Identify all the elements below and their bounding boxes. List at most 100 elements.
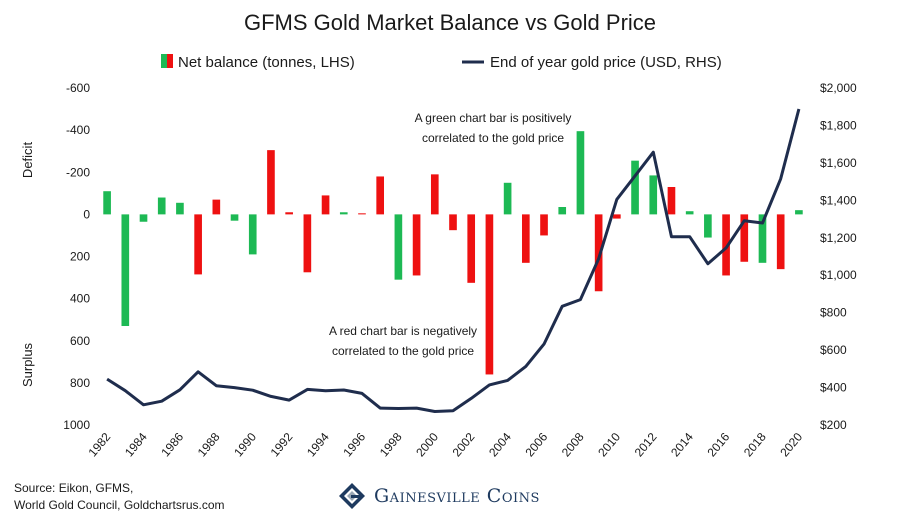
source-line-1: Source: Eikon, GFMS, xyxy=(14,481,134,495)
x-tick-label: 2004 xyxy=(486,430,514,460)
x-tick-label: 1994 xyxy=(304,430,332,460)
bar-2001 xyxy=(449,214,457,231)
right-tick-label: $2,000 xyxy=(820,81,857,95)
bar-2015 xyxy=(704,214,712,238)
x-tick-label: 1990 xyxy=(231,430,259,460)
right-tick-label: $600 xyxy=(820,343,847,357)
x-tick-label: 2002 xyxy=(450,430,478,460)
x-tick-label: 1986 xyxy=(158,430,186,460)
bar-2002 xyxy=(467,214,476,283)
bar-2005 xyxy=(521,214,530,263)
right-tick-label: $1,400 xyxy=(820,193,857,207)
bar-1999 xyxy=(412,214,421,276)
source-note: Source: Eikon, GFMS, World Gold Council,… xyxy=(14,480,225,514)
legend-bar-swatch-red xyxy=(167,54,173,68)
x-tick-label: 2014 xyxy=(668,430,696,460)
x-tick-label: 1996 xyxy=(340,430,368,460)
left-tick-label: 600 xyxy=(70,334,90,348)
bar-2000 xyxy=(430,174,439,215)
left-tick-label: 0 xyxy=(83,207,90,221)
bar-2014 xyxy=(685,211,694,215)
legend-bar-swatch-green xyxy=(161,54,167,68)
bar-1996 xyxy=(358,213,366,215)
bar-1986 xyxy=(176,202,184,215)
right-tick-label: $800 xyxy=(820,306,847,320)
x-tick-label: 1992 xyxy=(268,430,296,460)
x-tick-label: 1998 xyxy=(377,430,405,460)
bar-1982 xyxy=(103,191,111,215)
bar-2019 xyxy=(776,214,785,270)
gold-price-line xyxy=(106,108,801,413)
legend-line-label: End of year gold price (USD, RHS) xyxy=(490,54,722,71)
bar-1997 xyxy=(376,176,385,215)
left-tick-label: -200 xyxy=(66,165,90,179)
bar-1985 xyxy=(157,197,166,215)
legend-bar-label: Net balance (tonnes, LHS) xyxy=(178,54,355,71)
bar-1991 xyxy=(267,150,275,215)
left-tick-label: -600 xyxy=(66,81,90,95)
x-tick-label: 2008 xyxy=(559,430,587,460)
bar-1995 xyxy=(339,212,348,215)
right-tick-label: $1,000 xyxy=(820,268,857,282)
annotation-red-line2: correlated to the gold price xyxy=(332,344,474,358)
logo-text: Gainesville Coins xyxy=(374,485,540,507)
x-tick-label: 1988 xyxy=(195,430,223,460)
bar-2004 xyxy=(503,182,512,215)
right-tick-label: $1,800 xyxy=(820,118,857,132)
annotation-green-line2: correlated to the gold price xyxy=(422,131,564,145)
bar-1989 xyxy=(230,214,239,221)
annotation-red-line1: A red chart bar is negatively xyxy=(329,324,477,338)
x-tick-label: 2000 xyxy=(413,430,441,460)
chart-title: GFMS Gold Market Balance vs Gold Price xyxy=(244,10,656,35)
left-tick-label: 400 xyxy=(70,292,90,306)
bar-2003 xyxy=(485,214,494,375)
bar-1990 xyxy=(248,214,257,255)
left-axis-title-deficit: Deficit xyxy=(20,142,35,179)
left-tick-label: 200 xyxy=(70,250,90,264)
right-tick-label: $400 xyxy=(820,381,847,395)
bar-2011 xyxy=(631,160,639,215)
right-tick-label: $1,600 xyxy=(820,156,857,170)
left-tick-label: 1000 xyxy=(63,418,90,432)
left-axis-title-surplus: Surplus xyxy=(20,342,35,387)
bar-1993 xyxy=(303,214,312,273)
x-tick-label: 2010 xyxy=(595,430,623,460)
x-tick-label: 2020 xyxy=(777,430,805,460)
bar-1987 xyxy=(194,214,202,275)
bar-2006 xyxy=(540,214,548,236)
bar-1984 xyxy=(139,214,148,222)
right-tick-label: $200 xyxy=(820,418,847,432)
bar-2016 xyxy=(722,214,730,276)
bar-2017 xyxy=(740,214,749,262)
gainesville-coins-logo-icon xyxy=(339,483,365,509)
bar-1983 xyxy=(121,214,130,327)
bar-2018 xyxy=(758,214,767,263)
annotation-green-line1: A green chart bar is positively xyxy=(415,111,572,125)
bar-2012 xyxy=(649,175,658,215)
bar-2008 xyxy=(576,131,585,215)
right-tick-label: $1,200 xyxy=(820,231,857,245)
right-axis: $200 $400 $600 $800 $1,000 $1,200 $1,400 $1,600… xyxy=(820,81,857,432)
gold-price-series xyxy=(106,108,801,413)
bar-2007 xyxy=(558,207,567,215)
x-tick-label: 1982 xyxy=(86,430,114,460)
bar-series xyxy=(103,131,803,375)
bar-2020 xyxy=(795,210,803,215)
brand-logo: Gainesville Coins xyxy=(338,482,540,510)
bar-2009 xyxy=(594,214,603,292)
x-axis: 1982 1984 1986 1988 1990 1992 1994 1996 1998 2000… xyxy=(86,430,806,460)
x-tick-label: 2018 xyxy=(741,430,769,460)
left-tick-label: -400 xyxy=(66,123,90,137)
left-axis: -600 -400 -200 0 200 400 600 800 1000 xyxy=(63,81,90,432)
bar-1988 xyxy=(212,199,221,215)
bar-1994 xyxy=(321,195,330,215)
x-tick-label: 2006 xyxy=(522,430,550,460)
bar-1998 xyxy=(394,214,403,280)
x-tick-label: 2012 xyxy=(632,430,660,460)
bar-2013 xyxy=(667,186,676,215)
x-tick-label: 2016 xyxy=(704,430,732,460)
x-tick-label: 1984 xyxy=(122,430,150,460)
bar-2010 xyxy=(613,214,621,219)
left-tick-label: 800 xyxy=(70,376,90,390)
